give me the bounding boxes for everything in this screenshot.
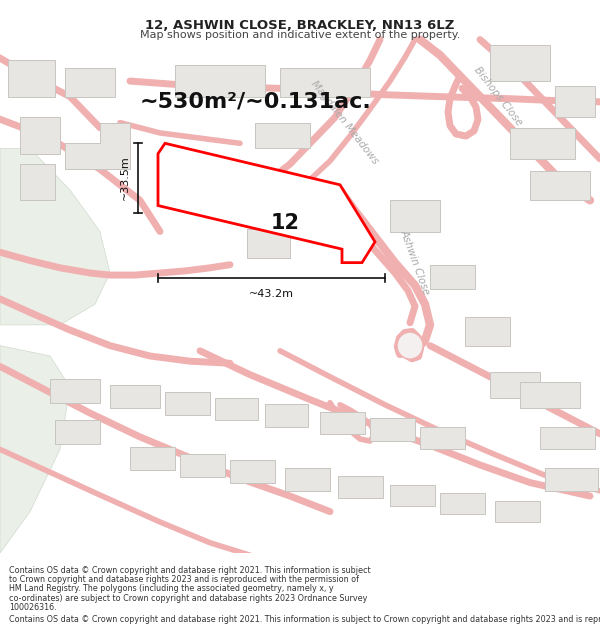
Polygon shape xyxy=(0,149,110,325)
Text: Magdalen Meadows: Magdalen Meadows xyxy=(310,79,380,166)
Polygon shape xyxy=(510,127,575,159)
Polygon shape xyxy=(430,265,475,289)
Polygon shape xyxy=(180,454,225,478)
Polygon shape xyxy=(490,45,550,81)
Text: co-ordinates) are subject to Crown copyright and database rights 2023 Ordnance S: co-ordinates) are subject to Crown copyr… xyxy=(9,594,367,602)
Polygon shape xyxy=(130,448,175,470)
Polygon shape xyxy=(245,182,290,213)
Text: 12, ASHWIN CLOSE, BRACKLEY, NN13 6LZ: 12, ASHWIN CLOSE, BRACKLEY, NN13 6LZ xyxy=(145,19,455,32)
Polygon shape xyxy=(320,412,365,434)
Polygon shape xyxy=(165,392,210,415)
Polygon shape xyxy=(20,118,60,154)
Polygon shape xyxy=(490,371,540,398)
Polygon shape xyxy=(280,68,370,97)
Polygon shape xyxy=(440,493,485,514)
Text: Bishops Close: Bishops Close xyxy=(472,65,524,128)
Polygon shape xyxy=(555,86,595,118)
Polygon shape xyxy=(50,379,100,402)
Polygon shape xyxy=(230,460,275,482)
Polygon shape xyxy=(158,143,375,262)
Text: HM Land Registry. The polygons (including the associated geometry, namely x, y: HM Land Registry. The polygons (includin… xyxy=(9,584,334,593)
Polygon shape xyxy=(530,171,590,201)
Text: Contains OS data © Crown copyright and database right 2021. This information is : Contains OS data © Crown copyright and d… xyxy=(9,615,600,624)
Polygon shape xyxy=(285,468,330,491)
Text: ~33.5m: ~33.5m xyxy=(120,156,130,201)
Text: 12: 12 xyxy=(271,213,299,233)
Polygon shape xyxy=(370,418,415,441)
Polygon shape xyxy=(65,122,130,169)
Polygon shape xyxy=(520,382,580,408)
Polygon shape xyxy=(55,421,100,444)
Text: Contains OS data © Crown copyright and database right 2021. This information is : Contains OS data © Crown copyright and d… xyxy=(9,566,371,574)
Circle shape xyxy=(397,332,423,359)
Polygon shape xyxy=(420,426,465,449)
Polygon shape xyxy=(0,346,70,553)
Polygon shape xyxy=(338,476,383,498)
Polygon shape xyxy=(20,164,55,201)
Polygon shape xyxy=(390,201,440,231)
Text: to Crown copyright and database rights 2023 and is reproduced with the permissio: to Crown copyright and database rights 2… xyxy=(9,575,359,584)
Polygon shape xyxy=(540,426,595,449)
Polygon shape xyxy=(545,468,598,491)
Text: Map shows position and indicative extent of the property.: Map shows position and indicative extent… xyxy=(140,30,460,40)
Polygon shape xyxy=(110,385,160,408)
Polygon shape xyxy=(495,501,540,522)
Polygon shape xyxy=(255,122,310,149)
Text: ~530m²/~0.131ac.: ~530m²/~0.131ac. xyxy=(139,92,371,112)
Polygon shape xyxy=(65,68,115,97)
Polygon shape xyxy=(175,66,265,97)
Polygon shape xyxy=(8,60,55,97)
Text: Ashwin Close: Ashwin Close xyxy=(398,229,431,297)
Polygon shape xyxy=(215,398,258,421)
Polygon shape xyxy=(465,317,510,346)
Polygon shape xyxy=(247,229,290,259)
Text: ~43.2m: ~43.2m xyxy=(249,289,294,299)
Polygon shape xyxy=(265,404,308,426)
Polygon shape xyxy=(390,484,435,506)
Text: 100026316.: 100026316. xyxy=(9,603,56,612)
